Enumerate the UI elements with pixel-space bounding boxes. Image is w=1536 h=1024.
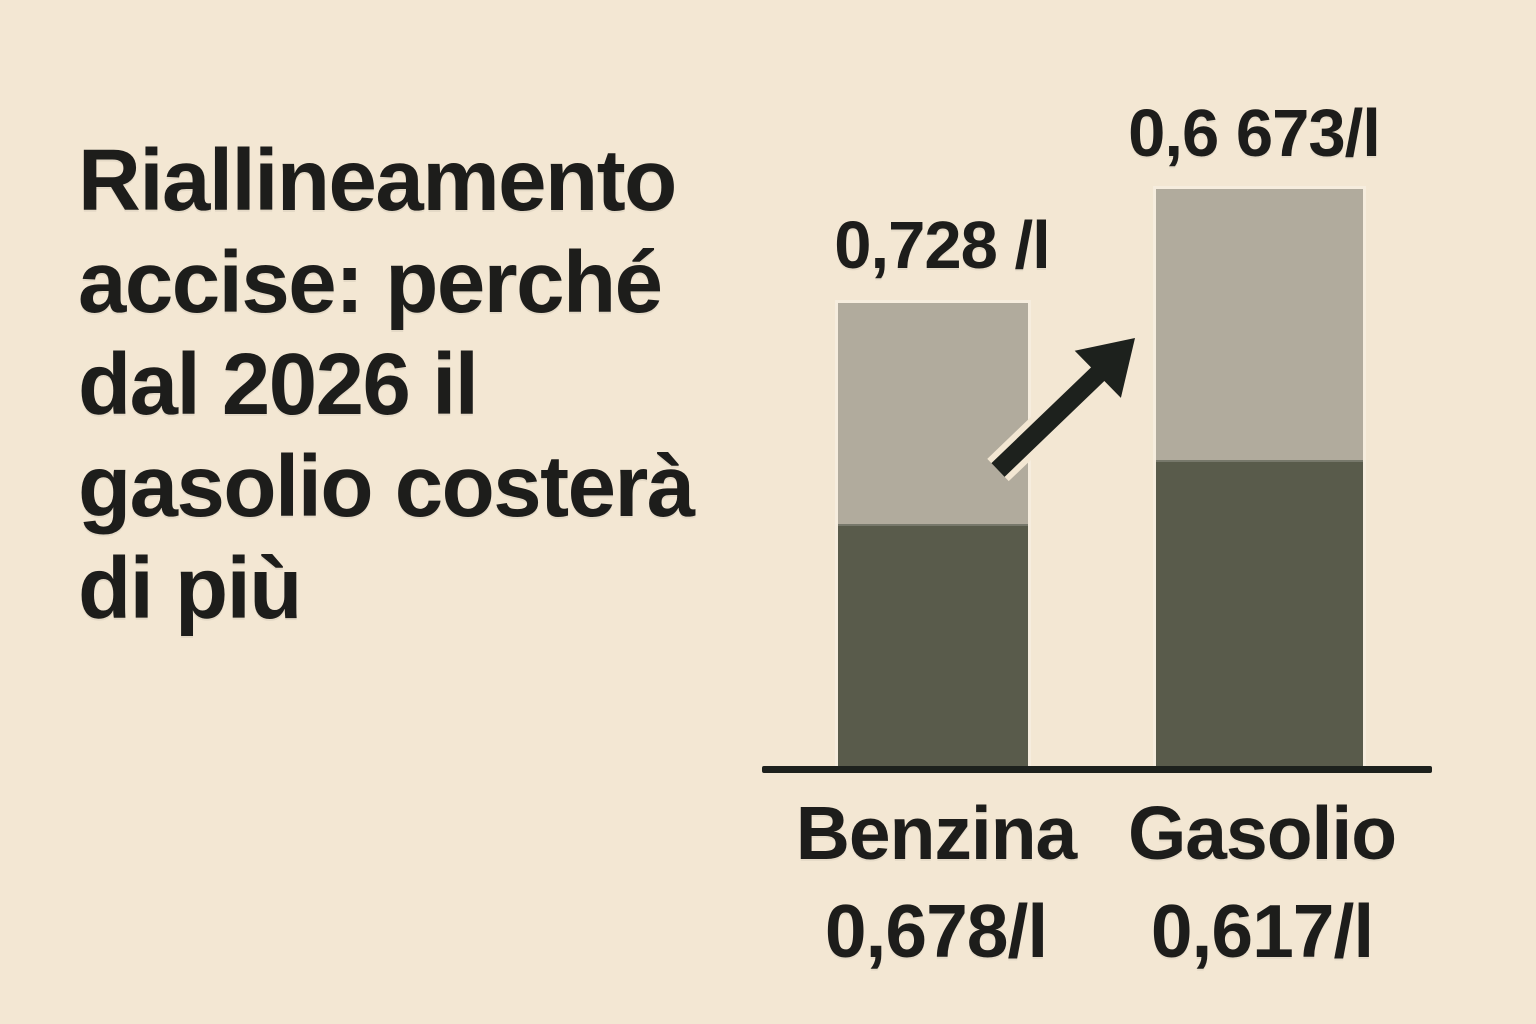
- bar-benzina-total-label: 0,728 /l: [834, 208, 1051, 283]
- bar-benzina-upper-segment: [838, 303, 1028, 524]
- bar-gasolio-base-segment: [1156, 460, 1363, 766]
- bar-gasolio-upper-segment: [1156, 189, 1363, 460]
- bar-gasolio: [1156, 189, 1363, 766]
- x-axis-baseline: [762, 766, 1432, 773]
- category-label-benzina: Benzina 0,678/l: [795, 784, 1078, 980]
- bar-benzina-base-segment: [838, 524, 1028, 766]
- category-name-gasolio: Gasolio: [1127, 791, 1397, 875]
- increase-arrow-icon: [987, 332, 1141, 482]
- bar-gasolio-total-label: 0,6 673/l: [1128, 96, 1381, 171]
- bar-benzina: [838, 303, 1028, 766]
- category-label-gasolio: Gasolio 0,617/l: [1127, 784, 1397, 980]
- category-value-benzina: 0,678/l: [824, 889, 1048, 973]
- category-name-benzina: Benzina: [795, 791, 1078, 875]
- category-value-gasolio: 0,617/l: [1150, 889, 1374, 973]
- headline: Riallineamento accise: perché dal 2026 i…: [78, 132, 695, 637]
